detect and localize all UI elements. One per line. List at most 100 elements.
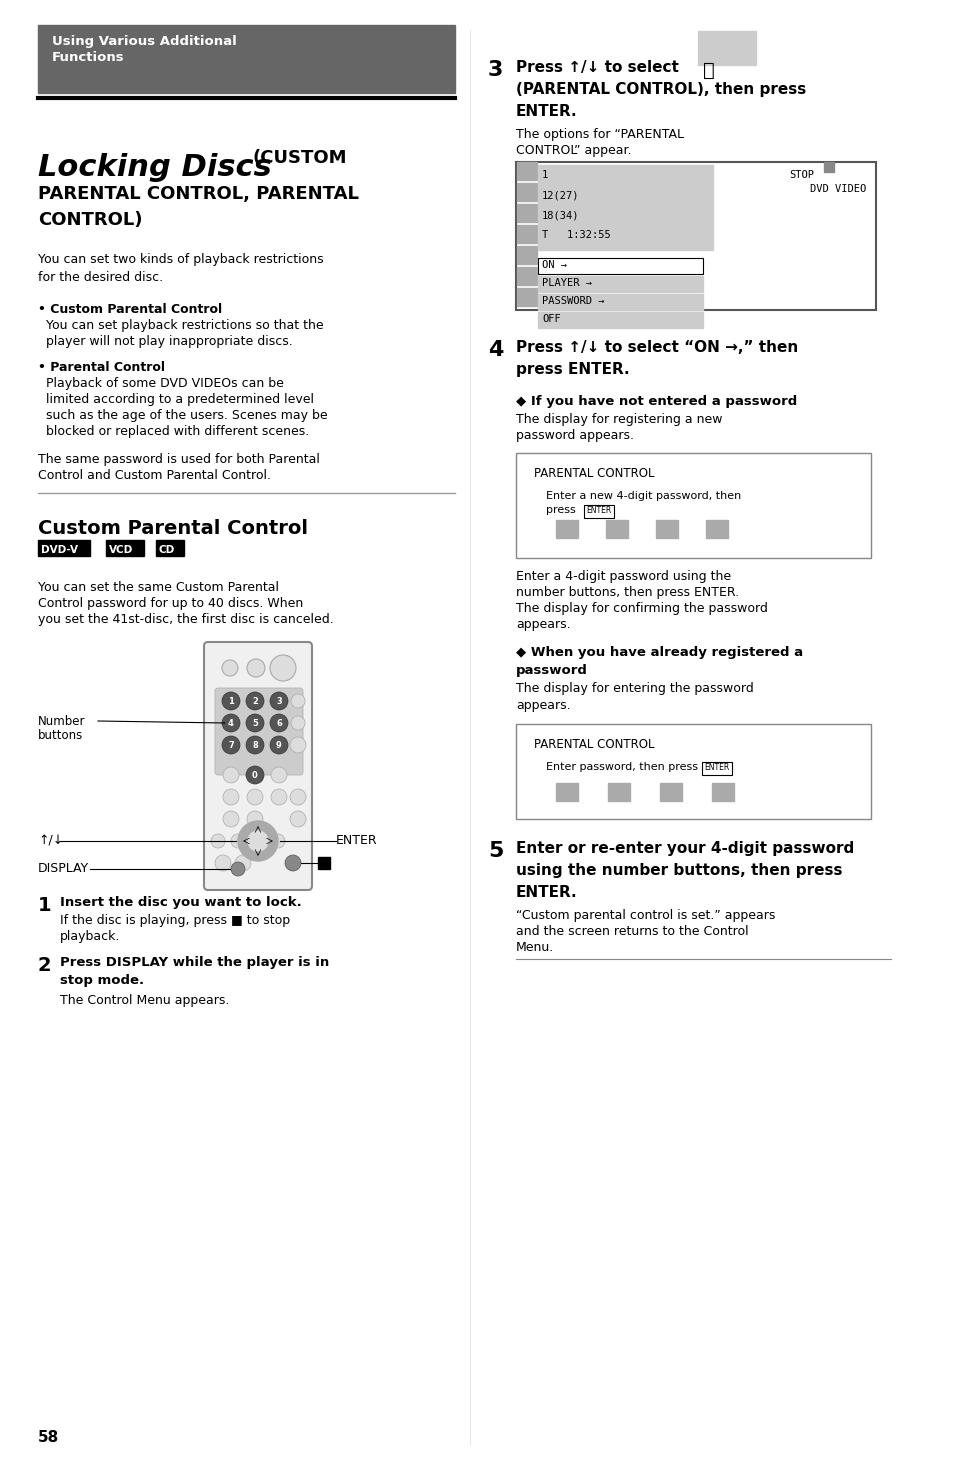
Text: • Parental Control: • Parental Control xyxy=(38,360,165,374)
Bar xyxy=(656,521,678,538)
Bar xyxy=(705,521,727,538)
Bar xyxy=(516,452,870,558)
Text: PASSWORD →: PASSWORD → xyxy=(541,297,604,305)
Bar xyxy=(517,205,537,222)
Text: password: password xyxy=(516,664,587,678)
Text: (PARENTAL CONTROL), then press: (PARENTAL CONTROL), then press xyxy=(516,82,805,96)
Circle shape xyxy=(211,833,225,848)
Text: You can set the same Custom Parental: You can set the same Custom Parental xyxy=(38,581,278,595)
Bar xyxy=(517,246,537,264)
Circle shape xyxy=(247,658,265,678)
Text: 0: 0 xyxy=(252,771,257,780)
FancyBboxPatch shape xyxy=(204,642,312,890)
Bar xyxy=(156,540,184,556)
Text: You can set playback restrictions so that the: You can set playback restrictions so tha… xyxy=(38,319,323,332)
Bar xyxy=(517,288,537,305)
Bar xyxy=(537,294,702,310)
Text: Control password for up to 40 discs. When: Control password for up to 40 discs. Whe… xyxy=(38,598,303,610)
Circle shape xyxy=(222,736,240,753)
Bar xyxy=(317,857,330,869)
Bar xyxy=(537,311,702,328)
Circle shape xyxy=(290,789,306,805)
Bar xyxy=(38,25,455,93)
Circle shape xyxy=(231,862,245,876)
Bar xyxy=(605,521,627,538)
Text: Insert the disc you want to lock.: Insert the disc you want to lock. xyxy=(60,896,301,909)
Bar xyxy=(516,724,870,819)
Circle shape xyxy=(231,833,245,848)
Text: OFF: OFF xyxy=(541,314,560,323)
Text: you set the 41st-disc, the first disc is canceled.: you set the 41st-disc, the first disc is… xyxy=(38,612,334,626)
Text: “Custom parental control is set.” appears: “Custom parental control is set.” appear… xyxy=(516,909,775,922)
Text: T   1:32:55: T 1:32:55 xyxy=(541,230,610,240)
Text: 1: 1 xyxy=(541,171,548,179)
Text: appears.: appears. xyxy=(516,618,570,630)
Text: limited according to a predetermined level: limited according to a predetermined lev… xyxy=(38,393,314,406)
Text: 3: 3 xyxy=(275,697,281,706)
Text: Enter password, then press: Enter password, then press xyxy=(545,762,700,773)
Text: press: press xyxy=(545,506,578,515)
Bar xyxy=(516,162,875,310)
Text: If the disc is playing, press ■ to stop: If the disc is playing, press ■ to stop xyxy=(60,914,290,927)
Text: 4: 4 xyxy=(488,340,503,360)
Circle shape xyxy=(248,830,268,851)
Bar xyxy=(537,258,702,274)
Text: CONTROL” appear.: CONTROL” appear. xyxy=(516,144,631,157)
Text: using the number buttons, then press: using the number buttons, then press xyxy=(516,863,841,878)
Bar xyxy=(537,258,702,274)
Text: CONTROL): CONTROL) xyxy=(38,211,142,228)
Circle shape xyxy=(271,767,287,783)
Circle shape xyxy=(246,736,264,753)
Text: • Custom Parental Control: • Custom Parental Control xyxy=(38,303,222,316)
Text: Press ↑/↓ to select: Press ↑/↓ to select xyxy=(516,59,679,76)
Text: 5: 5 xyxy=(252,718,257,728)
Text: 4: 4 xyxy=(228,718,233,728)
Text: 12(27): 12(27) xyxy=(541,190,578,200)
Text: CD: CD xyxy=(159,544,175,555)
Text: password appears.: password appears. xyxy=(516,429,634,442)
Text: Enter or re-enter your 4-digit password: Enter or re-enter your 4-digit password xyxy=(516,841,853,856)
Bar xyxy=(517,162,537,179)
Text: PARENTAL CONTROL: PARENTAL CONTROL xyxy=(534,467,654,480)
Text: 7: 7 xyxy=(228,740,233,749)
Text: DISPLAY: DISPLAY xyxy=(38,863,89,875)
Bar xyxy=(537,276,702,292)
Text: 9: 9 xyxy=(275,740,281,749)
Bar xyxy=(711,783,733,801)
Text: The options for “PARENTAL: The options for “PARENTAL xyxy=(516,128,683,141)
Text: PARENTAL CONTROL: PARENTAL CONTROL xyxy=(534,739,654,750)
Text: 1: 1 xyxy=(228,697,233,706)
Text: ENTER.: ENTER. xyxy=(516,104,577,119)
Text: VCD: VCD xyxy=(109,544,133,555)
Text: 🔒: 🔒 xyxy=(702,61,714,80)
Text: ENTER: ENTER xyxy=(585,506,611,515)
FancyBboxPatch shape xyxy=(214,688,303,776)
Text: buttons: buttons xyxy=(38,730,83,742)
Circle shape xyxy=(222,660,237,676)
Text: player will not play inappropriate discs.: player will not play inappropriate discs… xyxy=(38,335,293,349)
Circle shape xyxy=(290,811,306,828)
Text: ENTER.: ENTER. xyxy=(516,885,577,900)
Bar xyxy=(517,267,537,285)
Text: ON →: ON → xyxy=(541,260,566,270)
Circle shape xyxy=(246,767,264,785)
Text: The display for confirming the password: The display for confirming the password xyxy=(516,602,767,615)
Text: ◆ If you have not entered a password: ◆ If you have not entered a password xyxy=(516,394,797,408)
Text: 18(34): 18(34) xyxy=(541,211,578,219)
Text: Enter a new 4-digit password, then: Enter a new 4-digit password, then xyxy=(545,491,740,501)
Bar xyxy=(556,783,578,801)
Text: 6: 6 xyxy=(275,718,282,728)
Text: The display for registering a new: The display for registering a new xyxy=(516,412,721,426)
Circle shape xyxy=(285,856,301,871)
Text: Menu.: Menu. xyxy=(516,942,554,954)
Circle shape xyxy=(271,833,285,848)
Circle shape xyxy=(223,811,239,828)
Text: DVD VIDEO: DVD VIDEO xyxy=(809,184,865,194)
Text: Playback of some DVD VIDEOs can be: Playback of some DVD VIDEOs can be xyxy=(38,377,284,390)
Text: Control and Custom Parental Control.: Control and Custom Parental Control. xyxy=(38,469,271,482)
Text: number buttons, then press ENTER.: number buttons, then press ENTER. xyxy=(516,586,739,599)
Text: Using Various Additional: Using Various Additional xyxy=(52,36,236,47)
Text: Press DISPLAY while the player is in: Press DISPLAY while the player is in xyxy=(60,957,329,968)
Circle shape xyxy=(270,713,288,733)
Circle shape xyxy=(222,713,240,733)
